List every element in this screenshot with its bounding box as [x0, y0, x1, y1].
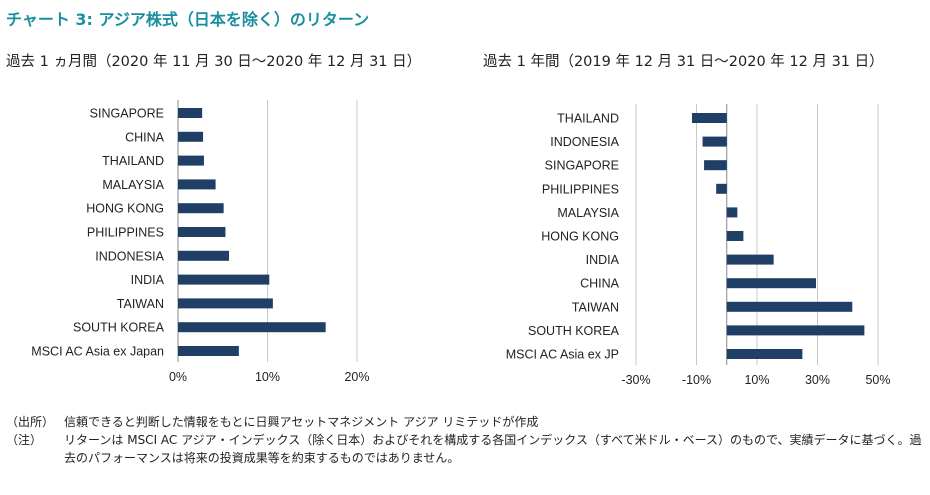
- x-tick-label: -10%: [682, 373, 711, 387]
- x-tick-label: 50%: [865, 373, 890, 387]
- category-label: TAIWAN: [572, 300, 619, 314]
- caveat-note: （注） リターンは MSCI AC アジア・インデックス（除く日本）およびそれを…: [6, 431, 924, 467]
- category-label: SINGAPORE: [90, 107, 164, 121]
- category-label: SINGAPORE: [545, 159, 619, 173]
- category-label: PHILIPPINES: [542, 182, 619, 196]
- bar: [178, 108, 203, 118]
- bar: [726, 231, 744, 241]
- category-label: INDIA: [586, 253, 620, 267]
- bar: [178, 322, 326, 333]
- right-chart-subtitle: 過去 1 年間（2019 年 12 月 31 日～2020 年 12 月 31 …: [483, 54, 884, 70]
- chart-title: チャート 3: アジア株式（日本を除く）のリターン: [6, 10, 370, 29]
- category-label: SOUTH KOREA: [528, 324, 620, 338]
- category-label: INDONESIA: [550, 135, 619, 149]
- x-tick-label: 0%: [169, 370, 187, 384]
- category-label: CHINA: [125, 130, 165, 144]
- right-bar-chart: -30% -10% 10% 30% 50% THAILAND INDONESIA SINGAP…: [506, 104, 891, 387]
- source-note-label: （出所）: [6, 415, 55, 429]
- bar: [726, 325, 865, 336]
- source-note: （出所） 信頼できると判断した情報をもとに日興アセットマネジメント アジア リミ…: [6, 413, 924, 431]
- bar: [178, 250, 230, 261]
- x-tick-label: 10%: [255, 370, 280, 384]
- category-label: INDIA: [131, 273, 165, 287]
- bar: [716, 183, 727, 194]
- category-label: TAIWAN: [117, 297, 164, 311]
- caveat-note-text: リターンは MSCI AC アジア・インデックス（除く日本）およびそれを構成する…: [64, 433, 922, 465]
- bar: [178, 227, 226, 237]
- category-label: THAILAND: [557, 112, 619, 126]
- x-tick-label: 10%: [744, 373, 769, 387]
- category-label: SOUTH KOREA: [73, 321, 165, 335]
- bar: [726, 278, 816, 289]
- bar: [178, 155, 204, 166]
- bar: [726, 207, 738, 218]
- category-label: THAILAND: [102, 154, 164, 168]
- x-tick-label: 30%: [805, 373, 830, 387]
- bar: [178, 298, 273, 309]
- bar: [726, 301, 853, 312]
- bar: [702, 136, 727, 147]
- category-label: HONG KONG: [86, 202, 164, 216]
- category-label: MALAYSIA: [102, 178, 164, 192]
- caveat-note-label: （注）: [6, 433, 43, 447]
- category-label: INDONESIA: [95, 249, 164, 263]
- bar: [704, 160, 727, 171]
- left-bar-chart: 0% 10% 20% SINGAPORE CHINA THAILAND MALAYSIA HO…: [31, 100, 370, 384]
- bar: [726, 349, 803, 359]
- bar: [691, 113, 727, 123]
- category-label: HONG KONG: [541, 230, 619, 244]
- category-label: MSCI AC Asia ex Japan: [31, 345, 164, 359]
- x-tick-label: 20%: [344, 370, 369, 384]
- category-label: CHINA: [580, 277, 620, 291]
- category-label: PHILIPPINES: [87, 226, 164, 240]
- category-label: MALAYSIA: [557, 206, 619, 220]
- source-note-text: 信頼できると判断した情報をもとに日興アセットマネジメント アジア リミテッドが作…: [64, 415, 539, 429]
- footnotes: （出所） 信頼できると判断した情報をもとに日興アセットマネジメント アジア リミ…: [6, 413, 924, 467]
- bar: [178, 346, 239, 356]
- bar: [178, 179, 216, 190]
- x-tick-label: -30%: [621, 373, 650, 387]
- bar: [178, 131, 204, 142]
- bar: [178, 203, 224, 214]
- bar: [726, 254, 774, 265]
- left-chart-subtitle: 過去 1 ヵ月間（2020 年 11 月 30 日～2020 年 12 月 31…: [6, 54, 422, 70]
- category-label: MSCI AC Asia ex JP: [506, 348, 619, 362]
- bar: [178, 274, 270, 285]
